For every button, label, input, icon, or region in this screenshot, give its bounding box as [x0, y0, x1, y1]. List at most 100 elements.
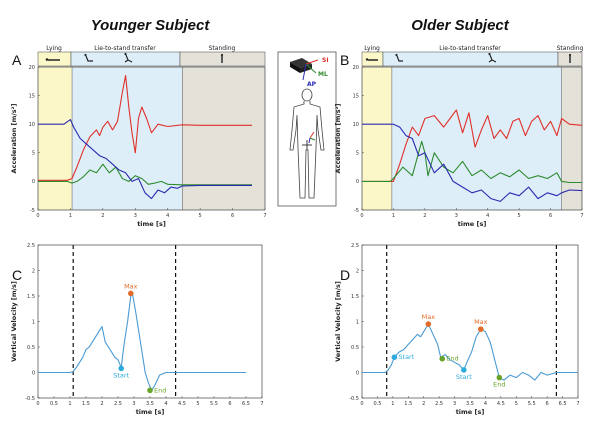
x-tick-label: 4 [164, 401, 167, 407]
sensor-inset: SI ML AP [277, 51, 337, 207]
x-tick-label: 1 [68, 401, 71, 407]
event-point-end [496, 374, 503, 381]
y-tick-label: 2.5 [27, 243, 35, 249]
x-tick-label: 7 [260, 401, 263, 407]
x-tick-label: 3 [132, 401, 135, 407]
phase-label-standing-b: Standing [557, 45, 584, 52]
event-point-max [425, 321, 432, 327]
x-tick-label: 2 [423, 213, 426, 219]
event-point-start [118, 365, 124, 372]
series-line-ap [38, 119, 252, 200]
phase-bg-lying [362, 67, 392, 210]
series-line-ml [362, 140, 582, 184]
x-tick-label: 7 [580, 213, 583, 219]
y-tick-label: 10 [29, 122, 35, 128]
event-point-max [478, 326, 484, 332]
x-tick-label: 6.5 [242, 401, 250, 407]
x-tick-label: 5 [199, 213, 202, 219]
y-tick-label: 1.5 [27, 294, 35, 300]
y-axis-label: Vertical Velocity [m/s] [10, 281, 18, 362]
x-tick-label: 6 [231, 213, 234, 219]
y-tick-label: 2 [32, 268, 35, 274]
y-tick-label: 0.5 [27, 345, 35, 351]
y-tick-label: 0 [32, 179, 35, 185]
y-tick-label: 0 [356, 370, 359, 376]
y-tick-label: 20 [29, 65, 35, 71]
event-label-end: End [493, 381, 505, 389]
event-point-end [439, 355, 446, 362]
rising-person-icon [124, 52, 133, 63]
x-tick-label: 1.5 [404, 401, 412, 407]
x-tick-label: 4 [486, 213, 489, 219]
y-axis-label: Acceleration [m/s²] [10, 104, 18, 174]
lying-person-icon [45, 58, 60, 61]
x-tick-label: 2 [422, 401, 425, 407]
y-tick-label: 15 [353, 93, 359, 99]
phase-label-lying-a: Lying [46, 45, 62, 52]
x-tick-label: 7 [263, 213, 266, 219]
phase-bg-standing [182, 67, 265, 210]
x-tick-label: 1 [391, 401, 394, 407]
x-tick-label: 3.5 [146, 401, 154, 407]
y-tick-label: 15 [29, 93, 35, 99]
x-tick-label: 5.5 [528, 401, 536, 407]
x-tick-label: 2.5 [114, 401, 122, 407]
y-tick-label: 0.5 [351, 345, 359, 351]
x-tick-label: 3 [134, 213, 137, 219]
heading-older: Older Subject [411, 17, 510, 34]
sensor-label-ml: ML [318, 71, 328, 78]
lying-person-icon [365, 58, 378, 61]
series-line-velocity [362, 323, 578, 381]
series-line-ap [362, 123, 583, 202]
x-tick-label: 2 [101, 213, 104, 219]
phase-lying-a [37, 51, 72, 67]
x-tick-label: 3 [453, 401, 456, 407]
series-line-velocity [38, 292, 246, 391]
phase-label-lying-b: Lying [364, 45, 380, 52]
y-tick-label: -5 [30, 208, 35, 214]
event-point-start [461, 367, 467, 373]
sitting-person-icon [395, 53, 403, 62]
x-tick-label: 2.5 [435, 401, 443, 407]
phase-lying-b [361, 51, 384, 67]
x-tick-label: 0.5 [373, 401, 381, 407]
rising-person-icon [488, 52, 497, 63]
phase-bg-lying [38, 67, 73, 210]
event-label-start: Start [113, 371, 129, 379]
y-tick-label: 5 [356, 151, 359, 157]
phase-bg-standing [561, 67, 582, 210]
phase-label-standing-a: Standing [209, 45, 236, 52]
y-tick-label: 0 [356, 179, 359, 185]
x-tick-label: 0.5 [50, 401, 58, 407]
event-point-start [391, 354, 398, 361]
x-tick-label: 0 [36, 401, 39, 407]
y-tick-label: 1 [32, 319, 35, 325]
event-point-end [147, 387, 153, 394]
x-axis-label: time [s] [456, 408, 485, 416]
x-tick-label: 6 [549, 213, 552, 219]
x-tick-label: 3 [455, 213, 458, 219]
event-label-max: Max [474, 318, 488, 326]
panel-letter-b: B [340, 52, 349, 68]
event-point-max [128, 290, 134, 297]
series-line-si [38, 75, 252, 181]
y-tick-label: 5 [32, 151, 35, 157]
panel-letter-c: C [12, 267, 22, 283]
heading-younger: Younger Subject [91, 17, 211, 34]
series-line-si [362, 109, 583, 182]
x-axis-label: time [s] [137, 220, 166, 228]
event-label-max: Max [124, 282, 138, 290]
x-tick-label: 4.5 [497, 401, 505, 407]
phase-bg-transfer [391, 67, 562, 210]
panel-letter-d: D [340, 267, 350, 283]
y-tick-label: 2 [356, 268, 359, 274]
x-tick-label: 1 [392, 213, 395, 219]
event-label-end: End [154, 386, 166, 394]
y-tick-label: 20 [353, 65, 359, 71]
x-tick-label: 4 [484, 401, 487, 407]
x-axis-label: time [s] [136, 408, 165, 416]
y-tick-label: 0 [32, 370, 35, 376]
